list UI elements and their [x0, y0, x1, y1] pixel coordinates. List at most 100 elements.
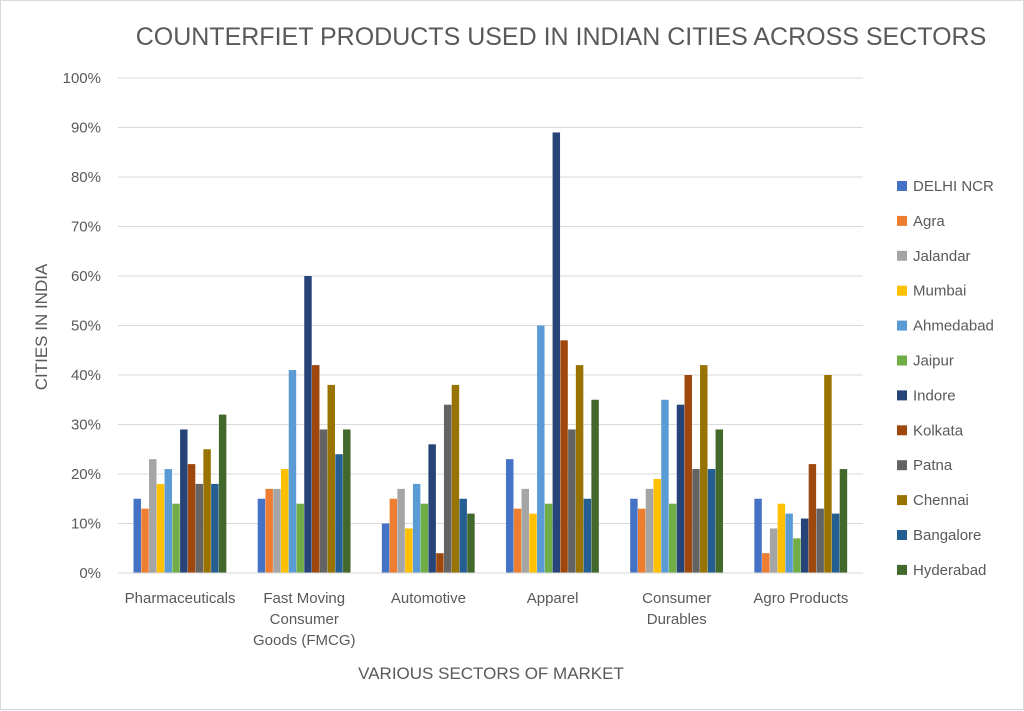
bar	[133, 498, 141, 573]
bar	[335, 454, 343, 573]
bar	[156, 483, 165, 573]
legend-label: Indore	[913, 387, 956, 404]
bar	[715, 429, 724, 573]
legend-label: Jaipur	[913, 353, 954, 370]
y-tick-label: 20%	[71, 466, 101, 483]
bar	[769, 528, 778, 573]
legend-swatch	[897, 181, 907, 191]
legend-swatch	[897, 460, 907, 471]
bar	[591, 399, 599, 573]
bar	[630, 498, 638, 573]
bar	[777, 503, 786, 573]
bar	[575, 365, 584, 573]
bar	[443, 404, 452, 573]
bar	[420, 503, 429, 573]
bar	[428, 444, 436, 573]
bar	[824, 375, 832, 573]
bar	[668, 503, 677, 573]
bar	[521, 488, 530, 573]
bar	[653, 478, 661, 573]
bar	[412, 483, 421, 573]
legend-swatch	[897, 390, 907, 401]
legend-swatch	[897, 285, 907, 296]
bar	[583, 498, 592, 573]
y-tick-label: 90%	[71, 120, 101, 137]
bars	[133, 132, 848, 573]
legend-swatch	[897, 530, 907, 540]
bar	[141, 508, 149, 573]
y-axis-ticks: 0% 10% 20% 30% 40% 50% 60% 70% 80% 90% 100%	[63, 70, 101, 582]
bar	[149, 459, 157, 573]
bar	[506, 459, 514, 573]
bar	[707, 469, 716, 573]
bar	[467, 513, 475, 573]
legend-label: Mumbai	[913, 283, 966, 300]
legend: DELHI NCR Agra Jalandar Mumbai Ahmedabad Jaip…	[897, 178, 994, 579]
bar	[203, 449, 211, 573]
y-tick-label: 60%	[71, 268, 101, 285]
bar	[645, 488, 654, 573]
bar	[459, 498, 467, 573]
x-axis-title: VARIOUS SECTORS OF MARKET	[358, 664, 624, 683]
bar	[211, 483, 219, 573]
y-tick-label: 70%	[71, 219, 101, 236]
y-tick-label: 10%	[71, 516, 101, 533]
bar	[568, 429, 576, 573]
bar	[187, 464, 196, 573]
bar	[839, 469, 848, 573]
bar	[164, 469, 173, 573]
bar	[389, 498, 398, 573]
x-axis-ticks: Pharmaceuticals Fast Moving Consumer Goods …	[125, 590, 849, 649]
bar	[265, 488, 273, 573]
bar	[700, 365, 708, 573]
bar	[172, 503, 180, 573]
legend-swatch	[897, 320, 907, 331]
legend-swatch	[897, 215, 907, 226]
x-tick-label: Agro Products	[753, 590, 848, 607]
legend-swatch	[897, 564, 907, 575]
legend-label: Ahmedabad	[913, 318, 994, 335]
x-tick-label: Fast Moving Consumer Goods (FMCG)	[253, 590, 356, 649]
bar	[637, 508, 646, 573]
bar	[808, 464, 817, 573]
legend-label: Kolkata	[913, 422, 964, 439]
chart-title: COUNTERFIET PRODUCTS USED IN INDIAN CITI…	[136, 23, 987, 51]
legend-label: Bangalore	[913, 527, 981, 544]
y-tick-label: 30%	[71, 417, 101, 434]
bar	[785, 513, 793, 573]
y-tick-label: 50%	[71, 318, 101, 335]
y-tick-label: 40%	[71, 367, 101, 384]
bar	[296, 503, 304, 573]
x-tick-label: Apparel	[527, 590, 579, 607]
bar	[195, 483, 204, 573]
bar	[793, 538, 801, 573]
y-tick-label: 0%	[79, 565, 101, 582]
bar	[560, 340, 568, 573]
legend-label: DELHI NCR	[913, 178, 994, 195]
bar	[273, 488, 281, 573]
bar	[397, 488, 405, 573]
bar	[343, 429, 351, 573]
bar	[257, 498, 266, 573]
bar	[304, 276, 312, 573]
x-tick-label: Automotive	[391, 590, 466, 607]
bar	[762, 553, 770, 573]
y-tick-label: 80%	[71, 169, 101, 186]
bar	[754, 498, 762, 573]
legend-label: Patna	[913, 457, 953, 474]
bar	[280, 469, 289, 573]
gridlines	[118, 77, 863, 524]
bar	[831, 513, 840, 573]
bar	[513, 508, 522, 573]
y-axis-title: CITIES IN INDIA	[32, 263, 51, 390]
bar	[451, 384, 460, 573]
bar	[405, 528, 413, 573]
bar	[816, 508, 824, 573]
bar	[544, 503, 553, 573]
bar	[180, 429, 188, 573]
bar	[552, 132, 561, 573]
bar	[218, 414, 227, 573]
legend-swatch	[897, 250, 907, 261]
legend-swatch	[897, 495, 907, 506]
